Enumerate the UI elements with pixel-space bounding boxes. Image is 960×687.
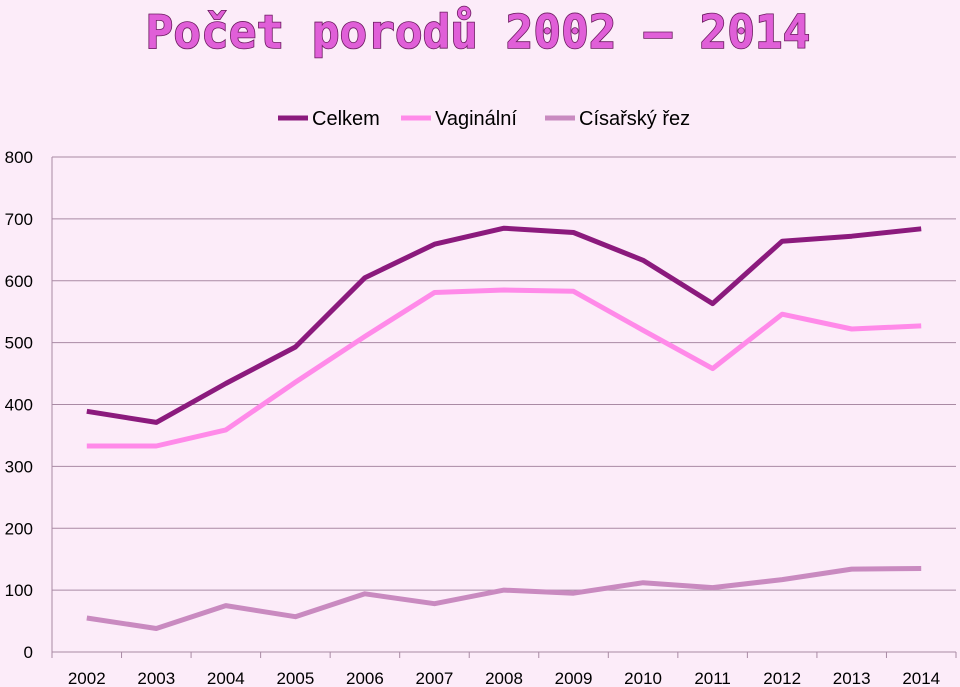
x-axis-ticks: 2002 2003 2004 2005 2006 2007 2008 2009 2010 2011… <box>51 652 957 687</box>
y-tick-label: 500 <box>5 334 33 353</box>
x-tick-label: 2009 <box>555 669 593 687</box>
y-tick-label: 700 <box>5 210 33 229</box>
y-tick-label: 300 <box>5 457 33 476</box>
x-tick-label: 2013 <box>833 669 871 687</box>
y-axis-ticks: 0 100 200 300 400 500 600 700 800 <box>5 148 33 662</box>
y-tick-label: 600 <box>5 272 33 291</box>
series-line-2 <box>86 287 922 449</box>
x-tick-label: 2010 <box>624 669 662 687</box>
series-line-3 <box>86 566 922 631</box>
x-tick-label: 2002 <box>68 669 106 687</box>
y-tick-label: 0 <box>24 643 33 662</box>
x-tick-label: 2006 <box>346 669 384 687</box>
y-tick-label: 400 <box>5 396 33 415</box>
y-tick-label: 800 <box>5 148 33 167</box>
series-lines <box>86 225 922 631</box>
x-tick-label: 2007 <box>416 669 454 687</box>
x-tick-label: 2014 <box>902 669 940 687</box>
legend-label: Celkem <box>312 108 380 130</box>
legend-label: Vaginální <box>435 108 517 130</box>
x-tick-label: 2003 <box>137 669 175 687</box>
series-line-1 <box>86 225 922 425</box>
legend-label: Císařský řez <box>579 108 690 130</box>
x-tick-label: 2005 <box>276 669 314 687</box>
y-tick-label: 200 <box>5 519 33 538</box>
x-tick-label: 2012 <box>763 669 801 687</box>
x-tick-label: 2004 <box>207 669 245 687</box>
legend: Celkem Vaginální Císařský řez <box>278 108 690 130</box>
x-tick-label: 2011 <box>694 669 731 687</box>
x-tick-label: 2008 <box>485 669 523 687</box>
y-tick-label: 100 <box>5 581 33 600</box>
chart-title: Počet porodů 2002 – 2014 <box>146 5 811 59</box>
